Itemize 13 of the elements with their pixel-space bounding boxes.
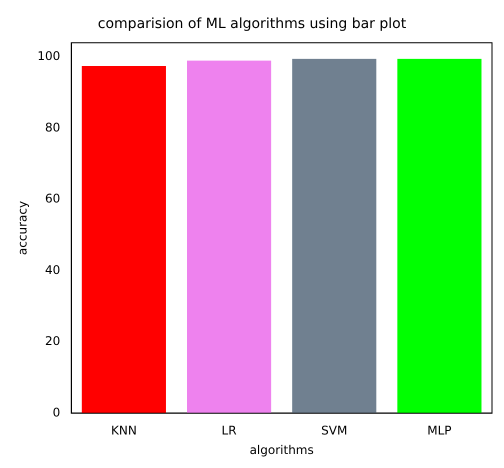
x-tick-label: KNN bbox=[110, 424, 137, 438]
y-tick-label: 60 bbox=[45, 192, 60, 206]
x-tick-label: SVM bbox=[321, 424, 348, 438]
y-tick-label: 80 bbox=[45, 120, 60, 134]
chart-title: comparision of ML algorithms using bar plot bbox=[98, 16, 407, 32]
y-tick-label: 40 bbox=[45, 262, 60, 277]
x-axis-title: algorithms bbox=[250, 442, 314, 457]
y-tick-label: 20 bbox=[45, 334, 60, 348]
y-tick-label: 100 bbox=[37, 49, 60, 64]
y-tick-label: 0 bbox=[52, 405, 60, 420]
x-tick-label: LR bbox=[222, 424, 237, 438]
x-tick-label: MLP bbox=[427, 424, 452, 438]
y-axis-title: accuracy bbox=[15, 200, 30, 256]
